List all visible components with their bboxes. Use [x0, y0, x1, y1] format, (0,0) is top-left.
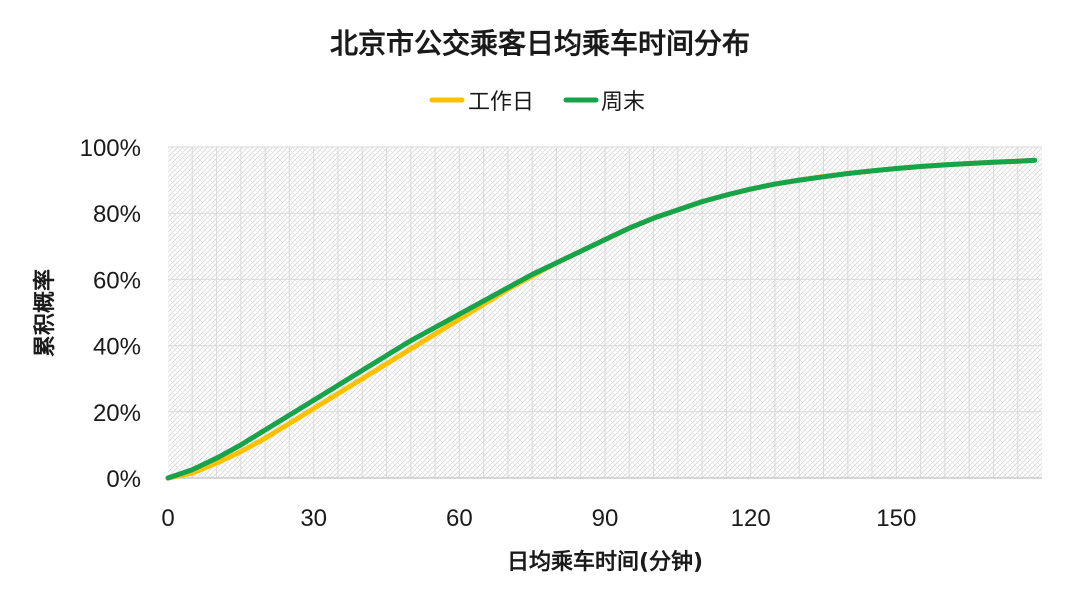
x-tick-label: 30 — [300, 505, 327, 532]
y-tick-label: 100% — [80, 135, 141, 162]
series-line-weekend — [165, 157, 1038, 481]
x-tick-label: 120 — [731, 505, 771, 532]
y-tick-label: 0% — [106, 466, 141, 493]
x-tick-label: 0 — [161, 505, 174, 532]
y-tick-label: 40% — [93, 334, 141, 361]
y-tick-label: 80% — [93, 201, 141, 228]
chart-title: 北京市公交乘客日均乘车时间分布 — [330, 27, 750, 60]
series-lines — [165, 157, 1038, 481]
x-tick-label: 90 — [592, 505, 619, 532]
legend: 工作日 周末 — [429, 90, 645, 115]
x-tick-label: 60 — [446, 505, 473, 532]
y-tick-label: 20% — [93, 400, 141, 427]
y-tick-label: 60% — [93, 267, 141, 294]
x-axis-title: 日均乘车时间(分钟) — [507, 549, 703, 575]
legend-label-weekend: 周末 — [601, 90, 645, 115]
y-axis-title: 累积概率 — [32, 269, 58, 357]
x-tick-label: 150 — [876, 505, 916, 532]
grid-lines — [168, 146, 1042, 478]
tick-labels: 0 30 60 90 120 150 0% 20% 40% 60% 80% 100% — [80, 135, 917, 532]
legend-label-weekday: 工作日 — [468, 90, 534, 115]
